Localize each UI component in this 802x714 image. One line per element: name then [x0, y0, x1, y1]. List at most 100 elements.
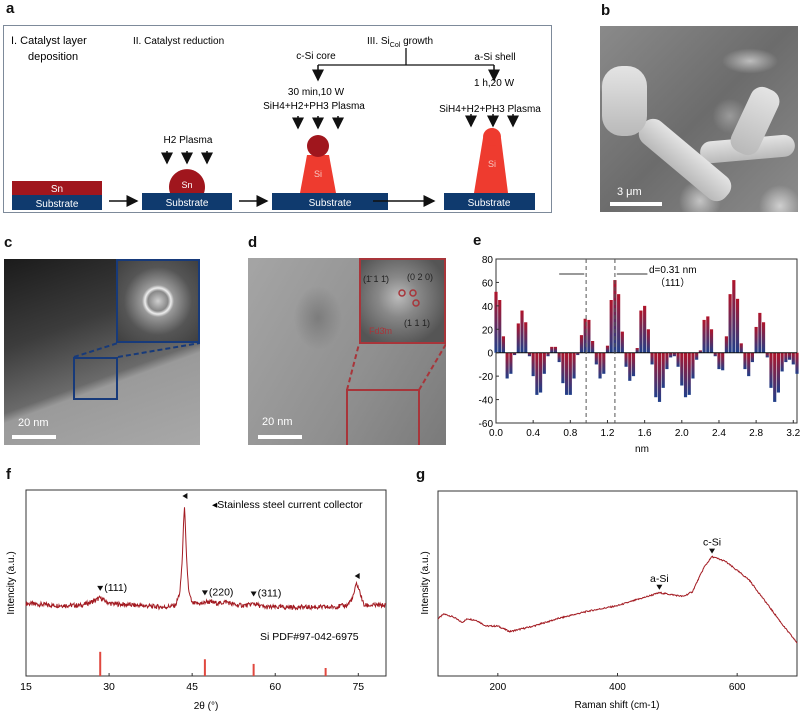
bar	[609, 300, 613, 353]
x-axis-label-g: Raman shift (cm-1)	[574, 700, 659, 711]
bar	[602, 352, 606, 374]
plasma-arrows	[161, 114, 519, 165]
substrate-3	[272, 193, 388, 210]
bar	[750, 352, 754, 363]
shell-label: a-Si shell	[474, 52, 515, 63]
x-tick-label: 75	[352, 681, 364, 693]
bar	[721, 352, 725, 371]
peak-label: a-Si	[650, 573, 669, 585]
x-axis-label-f: 2θ (°)	[194, 701, 219, 712]
bar	[706, 316, 710, 353]
peak-label: c-Si	[703, 537, 721, 549]
x-tick-label: 600	[729, 682, 746, 693]
bar	[591, 341, 595, 353]
reference-stick	[252, 663, 255, 676]
bar	[572, 352, 576, 379]
y-tick-label: 20	[482, 325, 494, 336]
bar	[587, 319, 591, 353]
bar	[579, 335, 584, 353]
bar	[498, 300, 502, 353]
panel-label-c: c	[4, 234, 13, 251]
x-tick-label: 400	[609, 682, 626, 693]
peak-marker-icon	[201, 590, 208, 596]
h2-plasma-label: H2 Plasma	[164, 135, 213, 146]
shell-gas: SiH4+H2+PH3 Plasma	[439, 104, 541, 115]
bar	[791, 352, 795, 365]
svg-text:Sn: Sn	[51, 184, 63, 195]
bar	[739, 343, 743, 353]
bar	[524, 322, 528, 353]
y-tick-label: 0	[487, 349, 493, 360]
peak-label: (111)	[104, 582, 127, 594]
steel-marker-icon	[182, 493, 188, 500]
scale-label: 3 μm	[617, 186, 642, 198]
svg-text:Substrate: Substrate	[309, 198, 352, 209]
plot-frame	[437, 490, 798, 677]
raman-chart: a-Si c-Si 200 400 600	[437, 490, 798, 693]
x-tick-label: 1.2	[601, 428, 615, 439]
scale-label: 20 nm	[18, 417, 49, 429]
y-tick-label: -20	[479, 372, 494, 383]
reference-stick	[99, 651, 102, 676]
bar	[709, 329, 714, 353]
bar	[695, 352, 699, 360]
sem-image: 3 μm	[600, 26, 798, 212]
bar	[754, 326, 758, 353]
bar	[542, 352, 546, 374]
scale-bar	[12, 435, 56, 439]
bar	[509, 352, 513, 374]
step2-title: II. Catalyst reduction	[133, 36, 224, 47]
bar	[776, 352, 780, 393]
reference-stick	[324, 668, 327, 676]
fft-inset: (1̄ 1 1̄) (0 2 0) (1 1 1) Fd3̄m	[359, 258, 446, 344]
bar	[661, 352, 665, 388]
peak-marker-icon	[656, 584, 663, 590]
peak-label: (220)	[209, 586, 234, 598]
substrate-4	[444, 193, 535, 210]
x-tick-label: 15	[20, 681, 32, 693]
bar	[732, 280, 736, 353]
d-spacing-label: d=0.31 nm	[649, 265, 697, 276]
bar	[553, 346, 558, 353]
bar	[787, 352, 792, 360]
bar	[698, 350, 702, 353]
bar	[676, 352, 680, 367]
bar	[513, 352, 517, 356]
tem-image-c: 20 nm	[4, 259, 200, 445]
x-axis-label-e: nm	[635, 444, 649, 455]
bar	[635, 348, 639, 353]
svg-text:Si: Si	[488, 159, 496, 169]
bar	[680, 352, 684, 386]
bar	[650, 352, 654, 365]
core-conditions: 30 min,10 W	[288, 87, 345, 98]
bar	[516, 323, 520, 353]
y-axis-label-f: Intencity (a.u.)	[6, 551, 17, 614]
bar	[583, 318, 587, 353]
peak-marker-icon	[250, 591, 257, 597]
selection-box	[346, 389, 420, 445]
panel-label-a: a	[6, 0, 15, 17]
bar	[505, 352, 509, 379]
bar	[565, 352, 569, 395]
bar	[683, 352, 688, 398]
plot-frame	[25, 489, 387, 677]
xrd-curve	[25, 507, 387, 611]
bar	[557, 352, 561, 363]
bar	[576, 352, 580, 356]
step1-title-2: deposition	[28, 51, 78, 63]
bar	[561, 352, 565, 384]
panel-label-d: d	[248, 234, 258, 251]
bar	[713, 352, 717, 357]
bar	[546, 352, 550, 357]
bar	[765, 352, 769, 358]
bar	[605, 345, 610, 353]
bar	[628, 352, 632, 381]
bar	[724, 336, 728, 353]
bar	[657, 352, 662, 402]
svg-text:Substrate: Substrate	[36, 199, 79, 210]
x-tick-label: 0.4	[526, 428, 540, 439]
bar	[617, 294, 621, 353]
si-core-shell	[474, 138, 508, 193]
x-tick-label: 2.4	[712, 428, 726, 439]
